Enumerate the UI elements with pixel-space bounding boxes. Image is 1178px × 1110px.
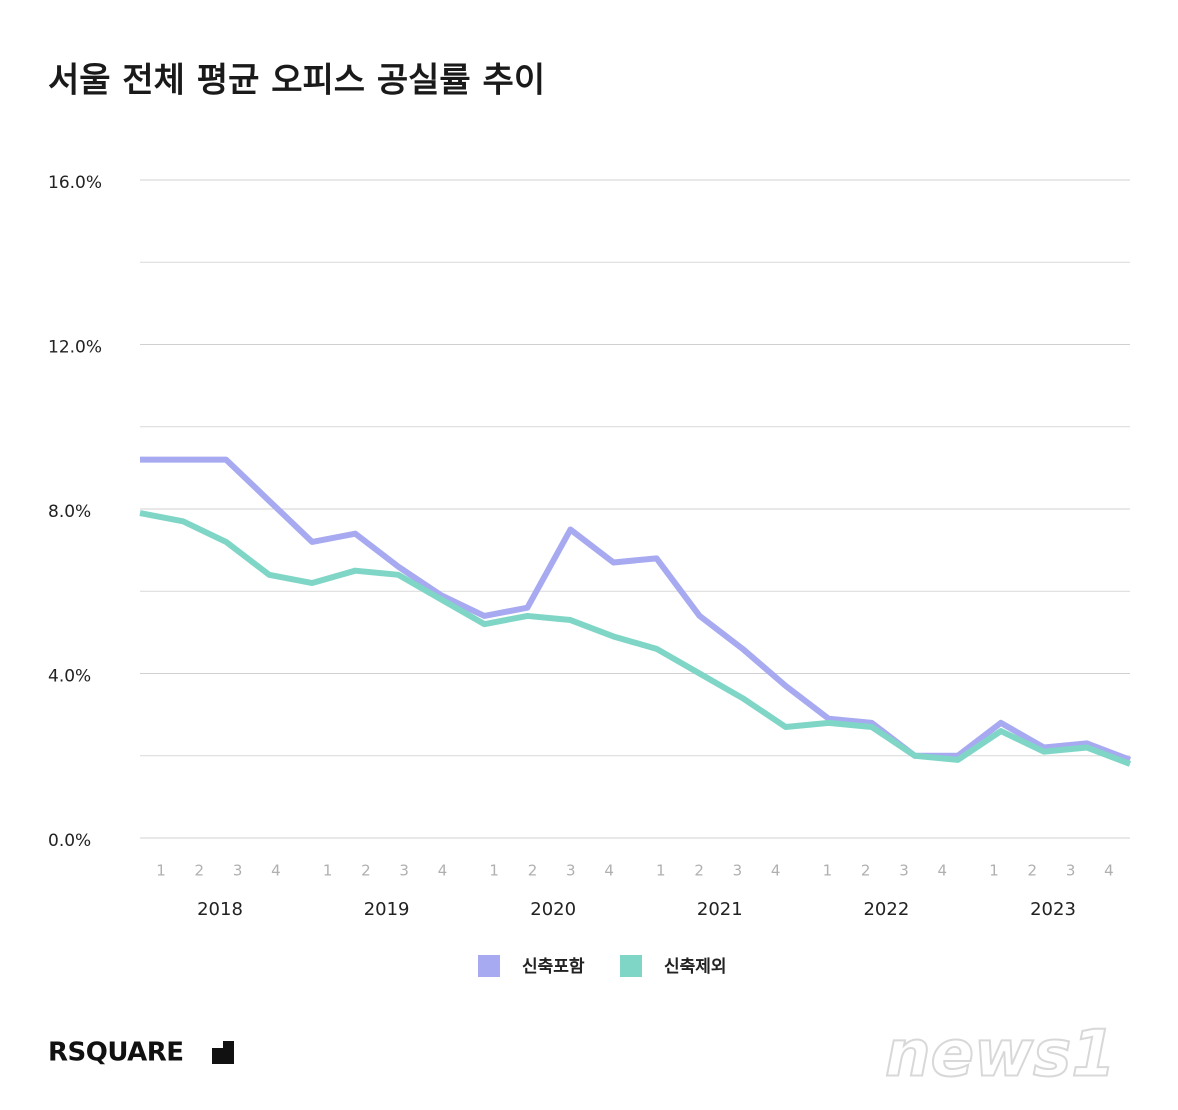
legend-label: 신축포함	[522, 956, 585, 977]
x-tick-label: 3	[566, 862, 576, 880]
x-tick-label: 1	[823, 862, 833, 880]
x-tick-label: 3	[233, 862, 243, 880]
y-tick-label: 4.0%	[48, 667, 91, 687]
x-group-label: 2019	[364, 899, 410, 920]
legend-label: 신축제외	[664, 957, 727, 977]
watermark: news1	[885, 1018, 1116, 1092]
y-tick-label: 16.0%	[48, 173, 102, 193]
x-tick-label: 2	[861, 862, 871, 880]
chart-title: 서울 전체 평균 오피스 공실률 추이	[48, 61, 545, 101]
x-tick-label: 3	[399, 862, 409, 880]
y-tick-label: 8.0%	[48, 502, 91, 522]
x-tick-label: 3	[1066, 862, 1076, 880]
x-tick-label: 2	[1028, 862, 1038, 880]
line	[139, 510, 1132, 767]
x-tick-label: 4	[1104, 862, 1114, 880]
x-tick-label: 2	[528, 862, 538, 880]
y-tick-label: 12.0%	[48, 338, 102, 358]
x-tick-label: 4	[604, 862, 614, 880]
x-tick-label: 2	[195, 862, 205, 880]
brand-logo: RSQUARE	[48, 1038, 234, 1068]
brand-name: RSQUARE	[48, 1038, 184, 1068]
x-group-label: 2018	[197, 899, 243, 920]
x-tick-label: 2	[694, 862, 704, 880]
brand-icon-notch	[212, 1041, 223, 1048]
line	[140, 456, 1132, 763]
x-group-label: 2020	[530, 899, 576, 920]
x-tick-label: 3	[733, 862, 743, 880]
x-tick-label: 2	[361, 862, 371, 880]
x-tick-label: 3	[899, 862, 909, 880]
y-tick-label: 0.0%	[48, 831, 91, 851]
x-tick-label: 1	[489, 862, 499, 880]
x-tick-label: 4	[771, 862, 781, 880]
x-tick-label: 4	[271, 862, 281, 880]
x-group-label: 2022	[863, 899, 909, 920]
x-group-label: 2023	[1030, 899, 1076, 920]
x-tick-label: 1	[323, 862, 333, 880]
x-tick-label: 1	[989, 862, 999, 880]
x-tick-label: 1	[156, 862, 166, 880]
x-tick-label: 4	[438, 862, 448, 880]
legend-swatch	[478, 955, 500, 977]
x-group-label: 2021	[697, 899, 743, 920]
x-tick-label: 4	[938, 862, 948, 880]
legend-swatch	[620, 955, 642, 977]
x-tick-label: 1	[656, 862, 666, 880]
